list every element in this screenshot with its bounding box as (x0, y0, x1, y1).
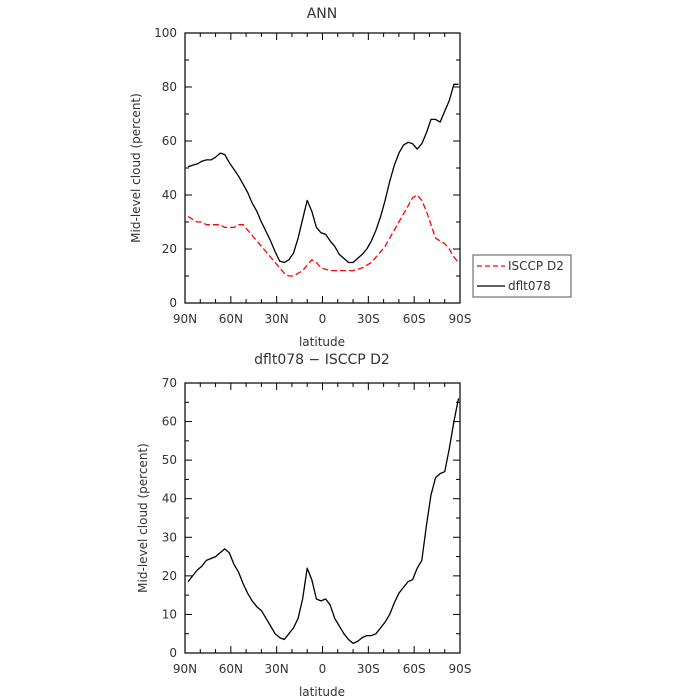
plot-area: 90N 60N 30N 0 30S 60S 90S 0 20 40 60 80 100 (154, 26, 471, 326)
x-axis-label: latitude (299, 685, 345, 699)
x-tick-label: 90N (173, 312, 197, 326)
y-tick-label: 60 (162, 415, 177, 429)
x-tick-label: 30N (265, 662, 289, 676)
series-line-dflt078 (187, 83, 459, 264)
x-tick-label: 60N (219, 662, 243, 676)
y-tick-label: 20 (162, 569, 177, 583)
y-tick-label: 40 (162, 188, 177, 202)
y-tick-label: 10 (162, 607, 177, 621)
y-tick-label: 80 (162, 80, 177, 94)
y-axis-label: Mid-level cloud (percent) (136, 443, 150, 593)
x-tick-label: 90N (173, 662, 197, 676)
y-tick-label: 30 (162, 530, 177, 544)
y-axis-label: Mid-level cloud (percent) (129, 93, 143, 243)
x-tick-label: 60N (219, 312, 243, 326)
x-axis-label: latitude (299, 335, 345, 349)
x-tick-label: 0 (319, 312, 327, 326)
y-tick-label: 0 (169, 646, 177, 660)
plot-frame (184, 32, 461, 304)
series-line-isccp-d2 (187, 194, 459, 277)
series-line-difference (187, 398, 460, 645)
y-tick-label: 0 (169, 296, 177, 310)
legend-label-isccp-d2: ISCCP D2 (508, 259, 564, 273)
legend-box (472, 254, 572, 298)
x-tick-label: 60S (403, 662, 426, 676)
x-tick-label: 30N (265, 312, 289, 326)
legend-label-dflt078: dflt078 (508, 279, 551, 293)
x-tick-label: 30S (357, 312, 380, 326)
x-tick-label: 90S (449, 312, 472, 326)
y-tick-label: 70 (162, 376, 177, 390)
y-tick-label: 40 (162, 492, 177, 506)
x-tick-label: 30S (357, 662, 380, 676)
y-tick-label: 20 (162, 242, 177, 256)
y-tick-label: 60 (162, 134, 177, 148)
chart-title: ANN (307, 6, 338, 22)
top-chart-panel: ANN latitude Mid-level cloud (percent) 9… (129, 6, 572, 349)
legend: ISCCP D2 dflt078 (472, 254, 572, 298)
x-tick-label: 60S (403, 312, 426, 326)
bottom-chart-panel: dflt078 − ISCCP D2 latitude Mid-level cl… (136, 352, 471, 699)
x-tick-label: 90S (449, 662, 472, 676)
y-tick-label: 100 (154, 26, 177, 40)
plot-frame (184, 382, 461, 654)
y-tick-label: 50 (162, 453, 177, 467)
chart-title: dflt078 − ISCCP D2 (254, 352, 390, 368)
x-tick-label: 0 (319, 662, 327, 676)
plot-area: 90N 60N 30N 0 30S 60S 90S 0 10 20 30 40 50 60 70 (162, 376, 472, 676)
